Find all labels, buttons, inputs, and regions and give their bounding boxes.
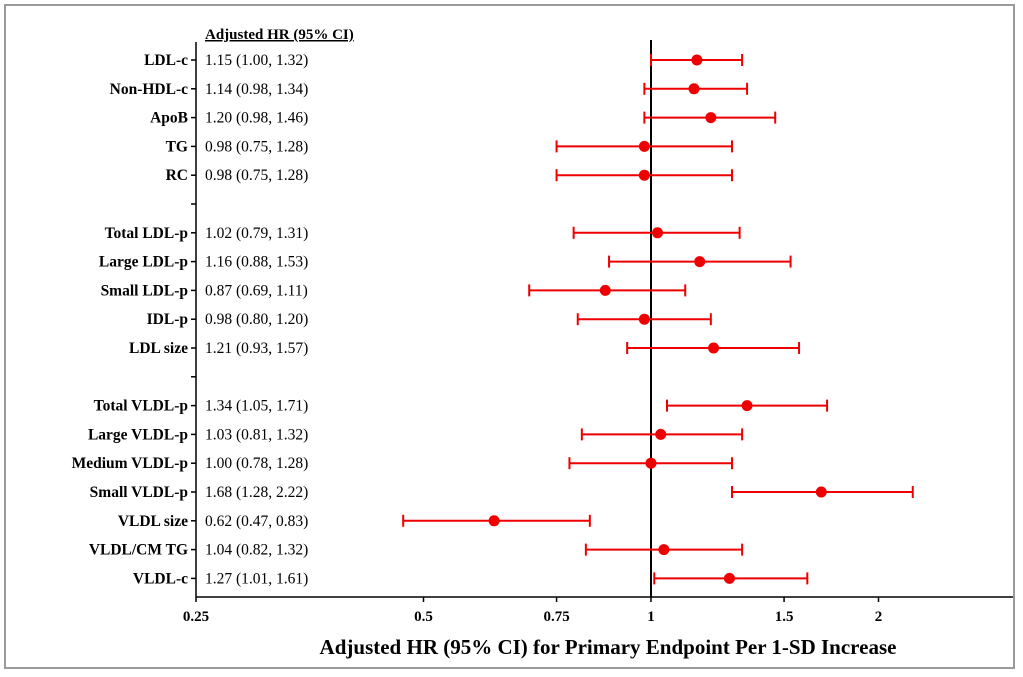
hr-point (694, 256, 706, 268)
row-label: LDL-c (144, 52, 188, 69)
row-label: Large VLDL-p (88, 426, 188, 443)
x-tick-label: 1 (647, 609, 655, 625)
hr-ci-text: 1.16 (0.88, 1.53) (205, 254, 308, 271)
row-label: Small VLDL-p (90, 484, 188, 501)
hr-point (815, 486, 827, 498)
hr-ci-text: 1.03 (0.81, 1.32) (205, 426, 308, 443)
hr-point (645, 457, 657, 469)
row-label: Small LDL-p (101, 282, 188, 299)
row-label: VLDL/CM TG (89, 542, 188, 559)
hr-point (638, 169, 650, 181)
hr-point (655, 428, 667, 440)
hr-point (708, 342, 720, 354)
hr-ci-text: 0.87 (0.69, 1.11) (205, 282, 308, 299)
row-label: IDL-p (147, 311, 188, 328)
column-header: Adjusted HR (95% CI) (205, 27, 354, 43)
row-label: Medium VLDL-p (72, 455, 188, 472)
hr-ci-text: 1.02 (0.79, 1.31) (205, 225, 308, 242)
x-tick-label: 2 (875, 609, 883, 625)
hr-point (688, 83, 700, 95)
row-label: LDL size (129, 340, 188, 357)
hr-point (741, 400, 753, 412)
hr-ci-text: 1.34 (1.05, 1.71) (205, 398, 308, 415)
x-tick-label: 0.75 (543, 609, 569, 625)
hr-point (599, 284, 611, 296)
hr-ci-text: 1.14 (0.98, 1.34) (205, 81, 308, 98)
x-tick-label: 0.5 (414, 609, 433, 625)
hr-ci-text: 1.20 (0.98, 1.46) (205, 110, 308, 127)
hr-point (723, 572, 735, 584)
x-tick-label: 1.5 (775, 609, 794, 625)
row-label: ApoB (150, 110, 188, 127)
forest-rows: LDL-c 1.15 (1.00, 1.32) Non-HDL-c 1.14 (0.9… (72, 52, 914, 587)
hr-ci-text: 0.98 (0.75, 1.28) (205, 138, 308, 155)
figure-frame (4, 4, 1015, 669)
hr-ci-text: 1.27 (1.01, 1.61) (205, 570, 308, 587)
row-label: TG (166, 138, 188, 155)
hr-ci-text: 0.98 (0.80, 1.20) (205, 311, 308, 328)
row-label: Total VLDL-p (94, 398, 188, 415)
hr-point (691, 54, 703, 66)
hr-point (658, 544, 670, 556)
row-label: RC (166, 167, 188, 184)
hr-point (638, 140, 650, 152)
hr-point (488, 515, 500, 527)
x-tick-label: 0.25 (183, 609, 209, 625)
x-axis-label: Adjusted HR (95% CI) for Primary Endpoin… (320, 635, 897, 659)
hr-point (638, 313, 650, 325)
hr-ci-text: 1.15 (1.00, 1.32) (205, 52, 308, 69)
hr-point (651, 227, 663, 239)
hr-ci-text: 1.04 (0.82, 1.32) (205, 542, 308, 559)
hr-ci-text: 0.98 (0.75, 1.28) (205, 167, 308, 184)
hr-ci-text: 1.68 (1.28, 2.22) (205, 484, 308, 501)
row-label: Total LDL-p (105, 225, 188, 242)
hr-ci-text: 1.00 (0.78, 1.28) (205, 455, 308, 472)
row-label: VLDL size (118, 513, 188, 530)
hr-point (705, 112, 717, 124)
hr-ci-text: 0.62 (0.47, 0.83) (205, 513, 308, 530)
hr-ci-text: 1.21 (0.93, 1.57) (205, 340, 308, 357)
row-label: VLDL-c (133, 570, 188, 587)
x-axis: 0.25 0.5 0.75 1 1.5 2 (183, 40, 1013, 625)
row-label: Large LDL-p (99, 254, 188, 271)
row-label: Non-HDL-c (110, 81, 188, 98)
